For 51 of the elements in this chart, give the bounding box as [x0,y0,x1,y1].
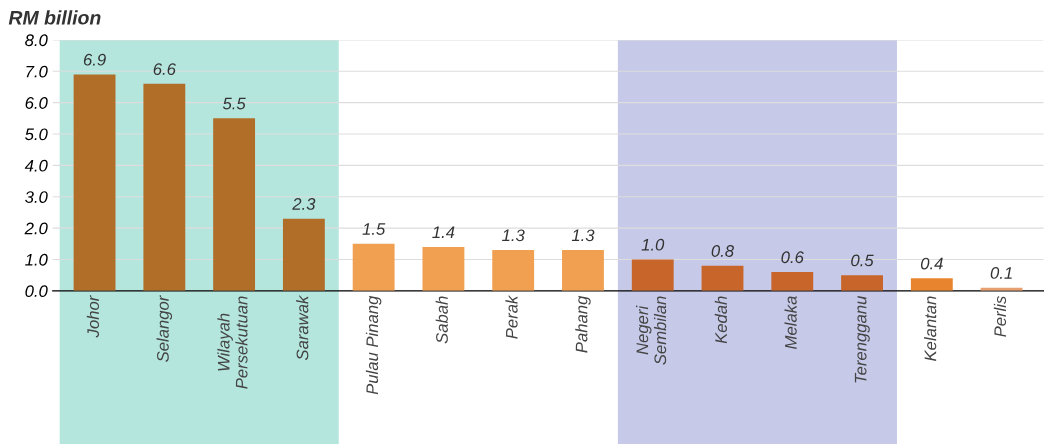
data-label: 2.3 [292,198,316,210]
x-tick-label: Negeri Sembilan [635,296,667,365]
y-tick-label: 0.0 [25,285,48,298]
bar [213,118,256,291]
bar [492,250,535,291]
bar [910,278,953,291]
y-tick-label: 7.0 [26,65,48,78]
data-label: 0.6 [781,251,804,264]
y-tick-label: 1.0 [25,253,48,266]
y-tick-label: 3.0 [25,191,48,203]
y-axis-title: RM billion [8,10,101,25]
x-tick-label: Sarawak [296,294,309,361]
data-label: 1.3 [571,229,595,242]
bar [631,259,674,291]
bar [422,246,465,291]
data-label: 0.5 [851,254,874,267]
x-tick-label: Kedah [714,296,727,344]
x-tick-label: Selangor [156,295,173,362]
x-tick-label: Terengganu [854,296,870,383]
data-label: 0.1 [990,267,1012,279]
y-tick-label: 2.0 [24,222,48,235]
x-tick-label: Perak [505,294,518,339]
x-tick-label: Pulau Pinang [365,295,382,395]
x-tick-label: Melaka [784,296,797,349]
bar [841,275,883,291]
data-label: 6.9 [83,53,106,66]
bar [352,243,395,291]
x-tick-label: Perlis [993,296,1007,337]
data-label: 1.5 [362,223,386,235]
bar [73,74,116,291]
y-tick-label: 6.0 [25,97,48,109]
x-tick-label: Pahang [575,295,591,353]
data-label: 1.4 [432,226,455,238]
y-tick-label: 5.0 [25,128,48,141]
bar [771,272,814,291]
x-tick-label: Johor [86,295,100,338]
bar [701,265,744,291]
x-tick-label: Sabah [435,296,448,344]
data-label: 5.5 [222,97,246,110]
data-label: 1.0 [641,238,665,251]
y-tick-label: 4.0 [24,159,48,172]
data-label: 0.8 [711,245,734,257]
x-tick-label: Wilayah Persekutuan [217,296,248,389]
bar [143,83,186,291]
bar [282,218,325,291]
x-tick-label: Kelantan [924,296,937,361]
data-label: 6.6 [153,63,176,76]
y-tick-label: 8.0 [25,34,48,47]
data-label: 1.3 [502,229,525,242]
bar [562,250,604,291]
data-label: 0.4 [920,257,943,270]
